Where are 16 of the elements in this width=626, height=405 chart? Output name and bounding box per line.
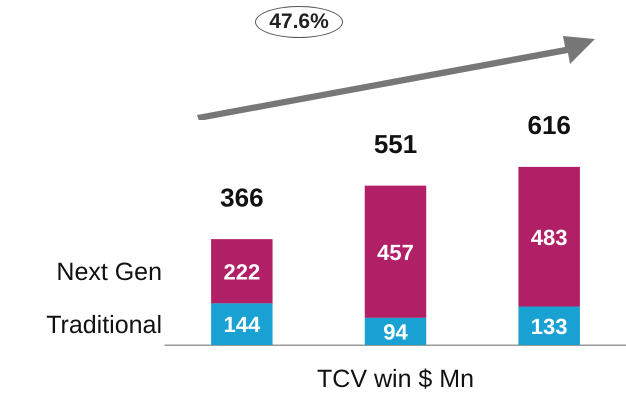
total-label: 616: [527, 110, 571, 140]
data-label: 94: [383, 319, 408, 344]
bar: [518, 166, 580, 307]
series-label: Traditional: [46, 311, 162, 340]
bar: [364, 186, 426, 318]
total-label: 551: [374, 128, 418, 159]
total-label: 366: [220, 182, 264, 212]
data-label: 483: [530, 224, 568, 250]
data-label: 133: [530, 314, 568, 339]
text: 47.6%: [255, 6, 343, 38]
bar: [211, 239, 273, 304]
data-label: 222: [223, 259, 260, 284]
x-axis-title: TCV win $ Mn: [317, 364, 474, 393]
data-label: 144: [223, 312, 261, 338]
series-label: Next Gen: [56, 258, 162, 286]
data-label: 457: [377, 240, 414, 265]
